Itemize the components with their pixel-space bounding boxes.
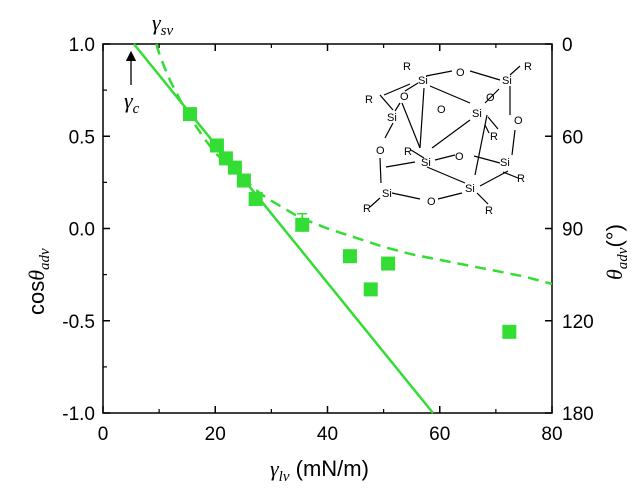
svg-text:O: O (456, 67, 465, 79)
data-point (209, 138, 224, 153)
fit-lines (132, 43, 553, 414)
y-left-axis-ticks: 1.0 0.5 0.0 -0.5 -1.0 (62, 35, 110, 425)
svg-text:R: R (404, 146, 412, 158)
data-point (502, 324, 517, 339)
svg-text:O: O (437, 104, 446, 116)
y-right-tick-label: 60 (562, 127, 583, 148)
y-left-tick-label: -0.5 (62, 312, 95, 333)
linear-fit-line (132, 43, 434, 414)
svg-text:Si: Si (418, 75, 428, 87)
data-point (381, 256, 396, 271)
svg-text:Si: Si (472, 108, 482, 120)
data-point (227, 160, 242, 175)
svg-text:R: R (403, 61, 411, 73)
y-right-tick-label: 90 (562, 220, 583, 241)
svg-text:O: O (400, 91, 409, 103)
data-point (182, 107, 197, 122)
x-axis-title: γlv (mN/m) (270, 456, 369, 485)
svg-text:R: R (365, 94, 373, 106)
x-tick-label: 60 (429, 424, 450, 445)
y-right-tick-label: 120 (562, 312, 594, 333)
svg-text:R: R (517, 173, 525, 185)
gamma-sv-annotation: γsv (152, 10, 174, 39)
data-point (342, 249, 357, 264)
svg-text:Si: Si (421, 157, 431, 169)
poss-structure-diagram (369, 65, 521, 208)
data-point (295, 217, 310, 232)
y-left-tick-label: 1.0 (69, 35, 95, 56)
svg-text:O: O (455, 151, 464, 163)
svg-text:Si: Si (465, 183, 475, 195)
svg-text:R: R (490, 131, 498, 143)
x-tick-label: 0 (98, 424, 109, 445)
svg-text:R: R (485, 205, 493, 217)
svg-text:Si: Si (387, 112, 397, 124)
svg-text:O: O (514, 115, 523, 127)
y-left-axis-title: cosθadv (24, 248, 53, 315)
svg-text:O: O (376, 145, 385, 157)
gamma-c-annotation: γc (124, 88, 140, 117)
dashed-fit-curve (155, 43, 553, 286)
x-tick-label: 40 (317, 424, 338, 445)
svg-text:O: O (427, 196, 436, 208)
y-left-tick-label: 0.5 (69, 127, 95, 148)
svg-text:Si: Si (500, 157, 510, 169)
y-left-tick-label: 0.0 (69, 220, 95, 241)
data-point (363, 282, 378, 297)
svg-text:O: O (486, 92, 495, 104)
svg-text:R: R (524, 61, 532, 73)
data-point (248, 191, 263, 206)
svg-text:Si: Si (382, 188, 392, 200)
y-left-tick-label: -1.0 (62, 404, 95, 425)
y-right-axis-title: θadv(°) (602, 224, 631, 280)
poss-atom-labels: Si O Si R R O R Si O Si O O R O R Si O S… (363, 61, 532, 217)
x-tick-label: 20 (205, 424, 226, 445)
data-points (182, 107, 517, 339)
y-right-tick-label: 0 (562, 35, 573, 56)
x-axis-ticks: 0 20 40 60 80 (98, 44, 563, 445)
y-right-tick-label: 180 (562, 404, 594, 425)
svg-text:Si: Si (502, 75, 512, 87)
svg-text:R: R (363, 203, 371, 215)
data-point (236, 173, 251, 188)
y-right-axis-ticks: 0 60 90 120 180 (545, 35, 594, 425)
x-tick-label: 80 (541, 424, 562, 445)
